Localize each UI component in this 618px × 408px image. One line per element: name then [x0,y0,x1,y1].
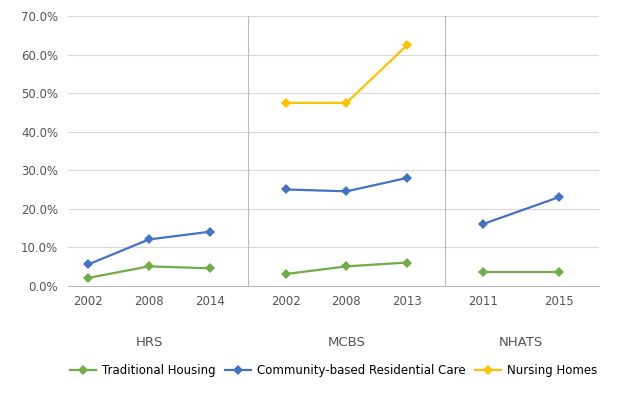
Legend: Traditional Housing, Community-based Residential Care, Nursing Homes: Traditional Housing, Community-based Res… [66,359,602,382]
Text: NHATS: NHATS [499,336,543,348]
Text: HRS: HRS [135,336,163,348]
Text: MCBS: MCBS [328,336,365,348]
